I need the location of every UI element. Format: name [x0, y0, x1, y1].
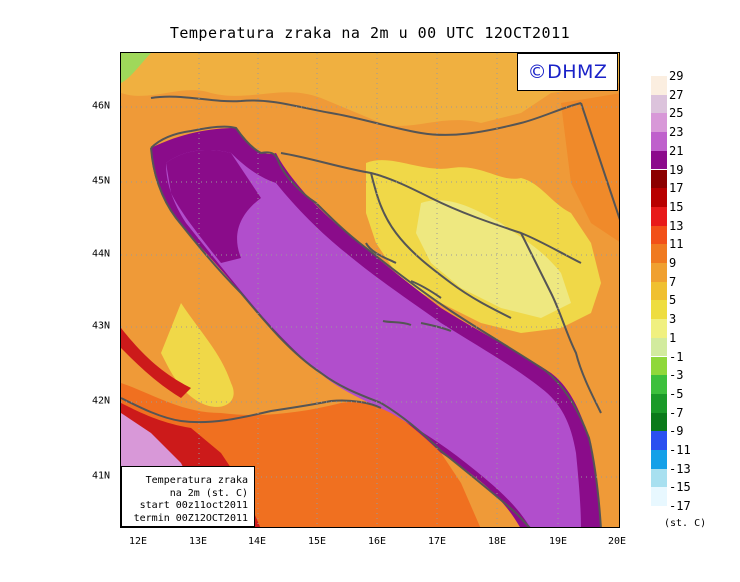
legend-color-box	[651, 150, 667, 170]
graticule	[121, 53, 619, 527]
legend-color-box	[651, 393, 667, 413]
east-warm-area	[561, 93, 619, 242]
legend-label: 5	[669, 293, 677, 308]
legend-color-box	[651, 94, 667, 114]
legend-label: 13	[669, 218, 684, 233]
north-cool-band	[121, 53, 619, 126]
legend-color-box	[651, 319, 667, 338]
legend-label: 29	[669, 69, 684, 83]
legend-color-box	[651, 356, 667, 376]
x-tick-label: 14E	[247, 536, 267, 547]
legend-label: -7	[669, 405, 684, 420]
legend-label: 9	[669, 256, 677, 270]
legend-label: 7	[669, 274, 677, 289]
legend-label: -17	[669, 499, 691, 514]
legend-color-box	[651, 113, 667, 133]
legend-label: -9	[669, 424, 684, 439]
x-tick-label: 16E	[367, 536, 387, 547]
legend-color-box	[651, 188, 667, 207]
north-adriatic-warm	[166, 150, 261, 263]
x-tick-label: 12E	[128, 536, 148, 547]
dhmz-logo: ©DHMZ	[517, 53, 618, 91]
y-tick-label: 45N	[92, 175, 111, 187]
legend-color-box	[651, 412, 667, 432]
legend-color-box	[651, 375, 667, 394]
legend-color-box	[651, 76, 667, 95]
adriatic-sea	[166, 150, 581, 527]
info-line-termin: termin 00Z12OCT2011	[133, 512, 248, 524]
legend-label: 25	[669, 106, 684, 121]
y-tick-label: 41N	[92, 470, 111, 482]
legend-color-box	[651, 132, 667, 151]
legend-color-box	[651, 244, 667, 263]
temperature-map	[120, 52, 620, 528]
legend-label: 23	[669, 125, 684, 140]
x-tick-label: 18E	[487, 536, 507, 547]
info-line-units: na 2m (st. C)	[169, 487, 248, 499]
legend-label: -1	[669, 349, 684, 364]
legend-label: -11	[669, 443, 691, 457]
legend-label: 15	[669, 199, 684, 214]
y-tick-label: 42N	[92, 395, 111, 407]
map-svg	[121, 53, 619, 527]
legend-color-box	[651, 300, 667, 320]
coastlines	[121, 95, 619, 527]
legend-color-box	[651, 281, 667, 301]
alpine-cold-patch	[121, 53, 151, 83]
info-line-variable: Temperatura zraka	[145, 475, 248, 486]
x-tick-label: 15E	[307, 536, 327, 547]
info-box: Temperatura zraka na 2m (st. C) start 00…	[121, 466, 255, 527]
interior-cooler-area	[416, 200, 571, 318]
legend-label: -3	[669, 368, 684, 383]
x-tick-label: 19E	[548, 536, 568, 547]
x-tick-label: 17E	[427, 536, 447, 547]
tyrrhenian-hot-strip	[121, 328, 191, 398]
x-tick-label: 20E	[607, 536, 627, 547]
legend-label: -5	[669, 386, 684, 401]
x-tick-label: 13E	[188, 536, 208, 547]
italy-cool-area	[161, 303, 234, 407]
legend-color-box	[651, 169, 667, 189]
y-tick-label: 43N	[92, 320, 111, 332]
y-tick-label: 44N	[92, 248, 111, 260]
legend-label: -13	[669, 461, 691, 476]
legend-color-box	[651, 206, 667, 226]
legend-color-box	[651, 337, 667, 357]
map-title: Temperatura zraka na 2m u 00 UTC 12OCT20…	[169, 24, 571, 42]
y-tick-label: 46N	[92, 100, 111, 112]
legend-color-box	[651, 431, 667, 450]
legend-color-box	[651, 263, 667, 282]
legend-label: -15	[669, 480, 691, 495]
legend-label: 3	[669, 312, 677, 327]
legend-label: 11	[669, 237, 684, 252]
legend-color-box	[651, 468, 667, 488]
legend-color-box	[651, 487, 667, 507]
legend-color-box	[651, 450, 667, 469]
legend-label: 27	[669, 87, 684, 102]
legend-label: 21	[669, 143, 684, 158]
legend-label: 17	[669, 181, 684, 196]
legend-label: 1	[669, 330, 677, 345]
legend-label: 19	[669, 162, 684, 177]
info-line-start: start 00z11oct2011	[139, 500, 248, 511]
legend-color-box	[651, 225, 667, 245]
legend-units: (st. C)	[664, 518, 707, 529]
